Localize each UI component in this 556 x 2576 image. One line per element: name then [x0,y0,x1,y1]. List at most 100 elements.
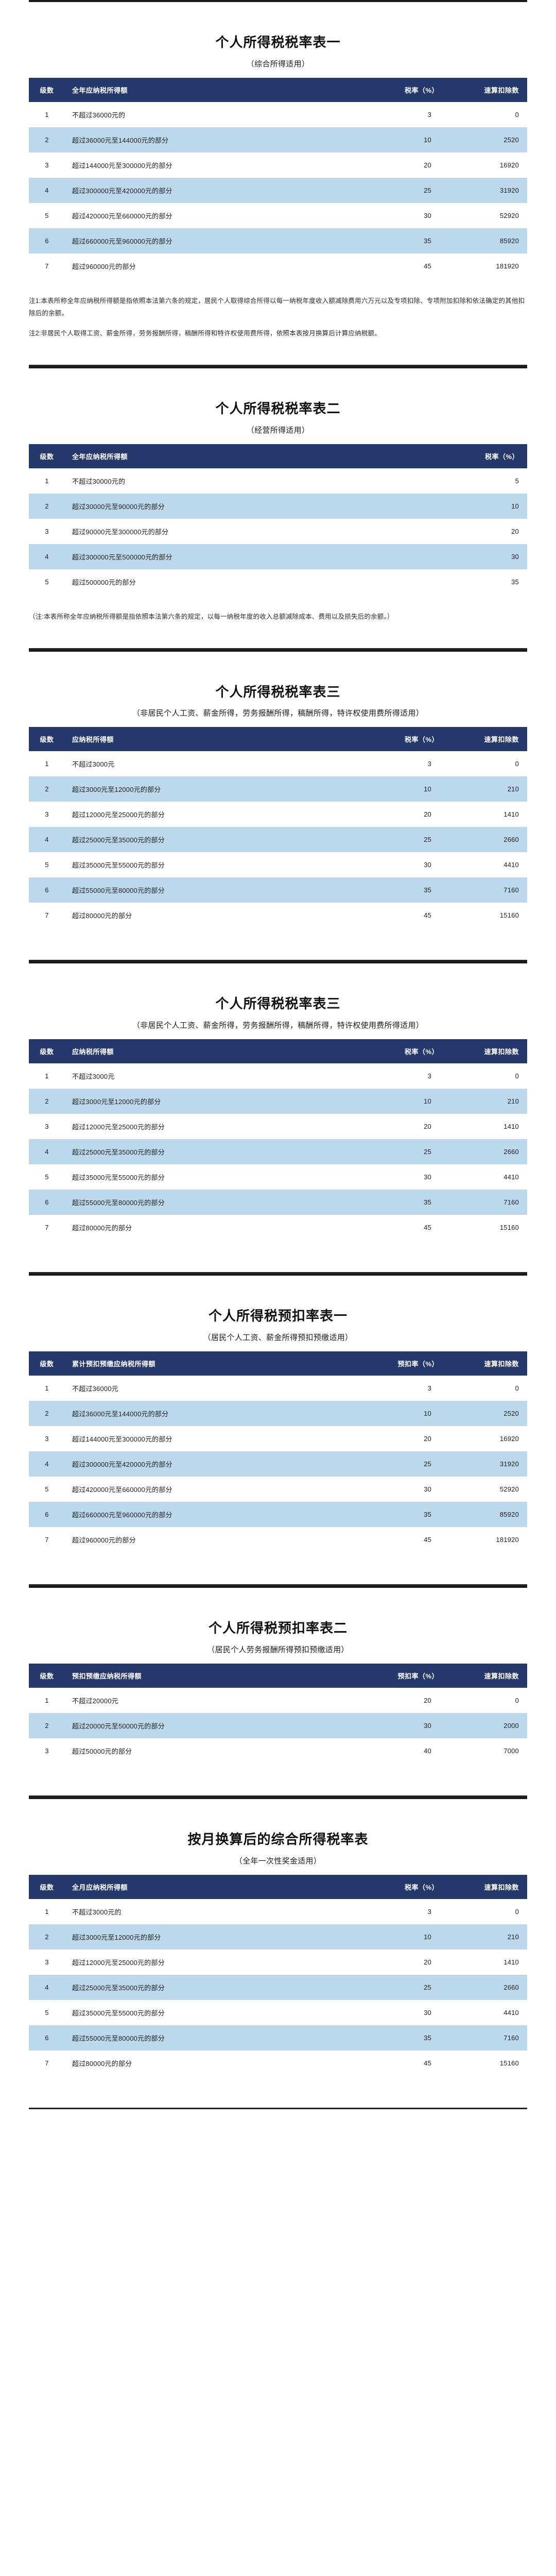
cell-rate: 40 [373,1738,450,1764]
table-row: 2 超过3000元至12000元的部分 10 210 [29,1089,527,1114]
cell-bracket: 超过80000元的部分 [67,1215,373,1241]
cell-level: 7 [29,253,67,279]
cell-deduction: 15160 [450,903,527,928]
cell-rate: 3 [373,1063,450,1089]
column-header: 级数 [29,1039,67,1064]
cell-bracket: 超过12000元至25000元的部分 [67,1114,373,1140]
cell-level: 1 [29,1899,67,1924]
cell-rate: 10 [373,127,450,152]
spacer [29,344,527,365]
column-header: 预扣率（%） [373,1351,450,1376]
rate-table: 级数 应纳税所得额 税率（%） 速算扣除数 1 不超过3000元 3 0 2 超过3000元至12… [29,727,527,928]
cell-deduction: 7160 [450,877,527,903]
cell-bracket: 不超过30000元的 [67,468,450,494]
table-row: 3 超过144000元至300000元的部分 20 16920 [29,1426,527,1451]
cell-bracket: 超过12000元至25000元的部分 [67,1949,373,1975]
section-body: 个人所得税税率表三 （非居民个人工资、薪金所得，劳务报酬所得，稿酬所得，特许权使用… [0,963,556,1272]
cell-deduction: 2660 [450,827,527,853]
cell-deduction: 181920 [450,253,527,279]
section-divider-bottom [29,365,527,367]
cell-deduction: 31920 [450,177,527,203]
cell-deduction: 1410 [450,1949,527,1975]
cell-rate: 20 [373,152,450,178]
cell-level: 4 [29,827,67,853]
cell-rate: 45 [373,253,450,279]
table-row: 5 超过420000元至660000元的部分 30 52920 [29,1476,527,1502]
cell-bracket: 超过55000元至80000元的部分 [67,1190,373,1215]
cell-rate: 20 [373,802,450,827]
cell-level: 2 [29,493,67,519]
column-header: 速算扣除数 [450,1874,527,1899]
cell-level: 5 [29,852,67,878]
table-row: 1 不超过20000元 20 0 [29,1687,527,1713]
cell-deduction: 0 [450,1899,527,1924]
table-row: 7 超过960000元的部分 45 181920 [29,1527,527,1552]
cell-rate: 3 [373,1899,450,1924]
cell-level: 7 [29,1215,67,1241]
spacer [29,628,527,648]
section-divider-bottom [29,648,527,650]
cell-level: 4 [29,177,67,203]
section-divider-top [29,366,527,369]
table-row: 1 不超过36000元 3 0 [29,1375,527,1401]
section-divider-top [29,961,527,964]
cell-bracket: 超过144000元至300000元的部分 [67,152,373,178]
cell-bracket: 超过500000元的部分 [67,569,450,595]
table-row: 3 超过50000元的部分 40 7000 [29,1738,527,1764]
cell-rate: 45 [373,903,450,928]
notes-block: （注:本表所称全年应纳税所得额是指依照本法第六条的规定，以每一纳税年度的收入总额… [29,595,527,628]
cell-level: 5 [29,202,67,228]
table-row: 7 超过80000元的部分 45 15160 [29,903,527,928]
table-title: 个人所得税预扣率表二 [208,1620,348,1636]
column-header: 速算扣除数 [450,1039,527,1064]
table-row: 5 超过35000元至55000元的部分 30 4410 [29,852,527,878]
cell-bracket: 超过55000元至80000元的部分 [67,877,373,903]
table-row: 6 超过55000元至80000元的部分 35 7160 [29,2025,527,2050]
cell-deduction: 2660 [450,1974,527,2000]
cell-rate: 25 [373,177,450,203]
cell-deduction: 15160 [450,1215,527,1241]
column-header: 全月应纳税所得额 [67,1874,373,1899]
column-header: 预扣率（%） [373,1663,450,1688]
cell-bracket: 不超过36000元的 [67,101,373,127]
cell-deduction: 210 [450,1089,527,1114]
table-header-row: 级数 全年应纳税所得额 税率（%） [29,444,527,468]
table-row: 4 超过300000元至500000元的部分 30 [29,544,527,569]
spacer [29,1764,527,1795]
table-section: 个人所得税预扣率表二 （居民个人劳务报酬所得预扣预缴适用） 级数 预扣预缴应纳税所得额… [0,1585,556,1797]
table-subtitle: （居民个人工资、薪金所得预扣预缴适用） [203,1333,353,1342]
cell-level: 1 [29,751,67,777]
cell-bracket: 超过35000元至55000元的部分 [67,1164,373,1190]
column-header: 级数 [29,1874,67,1899]
cell-bracket: 超过25000元至35000元的部分 [67,1139,373,1165]
table-header-row: 级数 全年应纳税所得额 税率（%） 速算扣除数 [29,77,527,102]
table-row: 4 超过25000元至35000元的部分 25 2660 [29,827,527,853]
cell-deduction: 4410 [450,1164,527,1190]
cell-deduction: 16920 [450,152,527,178]
column-header: 速算扣除数 [450,1351,527,1376]
cell-rate: 25 [373,1974,450,2000]
table-row: 7 超过80000元的部分 45 15160 [29,2050,527,2076]
cell-rate: 20 [450,518,527,544]
column-header: 应纳税所得额 [67,1039,373,1064]
cell-level: 3 [29,152,67,178]
column-header: 级数 [29,1663,67,1688]
section-divider-bottom [29,2107,527,2109]
spacer [29,928,527,960]
table-row: 5 超过35000元至55000元的部分 30 4410 [29,1164,527,1190]
section-divider-top [29,649,527,652]
cell-bracket: 超过36000元至144000元的部分 [67,1400,373,1426]
spacer [29,1588,527,1620]
table-title: 个人所得税税率表三 [215,684,341,700]
spacer [29,2076,527,2108]
cell-deduction: 16920 [450,1426,527,1451]
cell-level: 2 [29,1713,67,1738]
cell-level: 1 [29,1063,67,1089]
table-section: 个人所得税税率表三 （非居民个人工资、薪金所得，劳务报酬所得，稿酬所得，特许权使用… [0,649,556,962]
cell-deduction: 52920 [450,1476,527,1502]
table-row: 1 不超过3000元 3 0 [29,751,527,777]
cell-rate: 35 [373,2025,450,2050]
cell-bracket: 不超过3000元的 [67,1899,373,1924]
section-body: 个人所得税税率表三 （非居民个人工资、薪金所得，劳务报酬所得，稿酬所得，特许权使用… [0,652,556,960]
table-row: 3 超过12000元至25000元的部分 20 1410 [29,1114,527,1140]
